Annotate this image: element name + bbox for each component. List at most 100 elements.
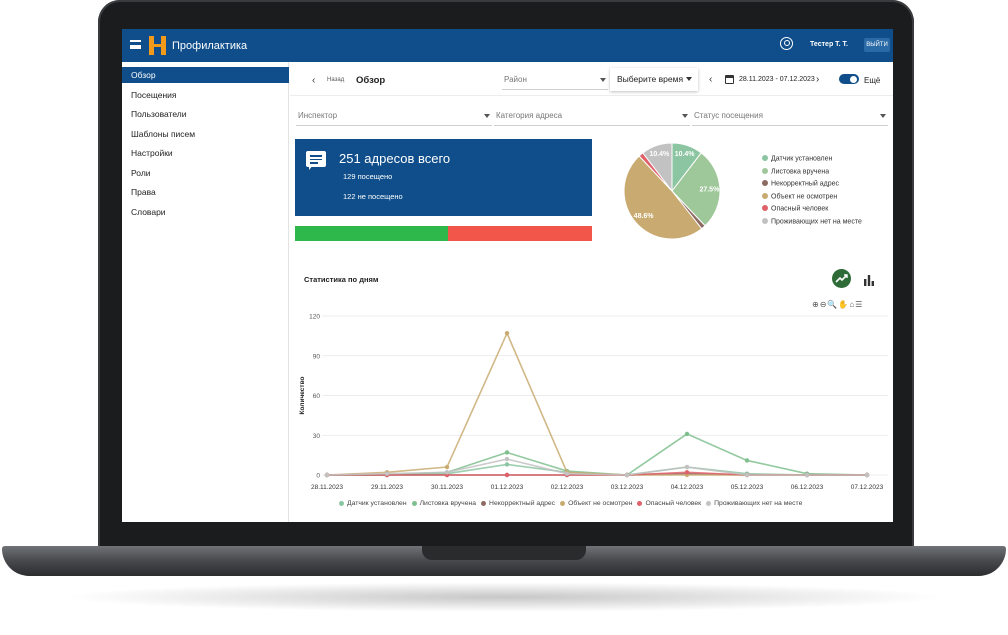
sidebar-item-dictionaries[interactable]: Словари [131, 206, 166, 217]
series-line[interactable] [327, 433, 868, 476]
series-point[interactable] [324, 472, 330, 478]
pie-legend-item[interactable]: Опасный человек [762, 205, 892, 218]
menu-icon[interactable] [130, 40, 141, 49]
x-tick-label: 01.12.2023 [491, 484, 524, 491]
series-line[interactable] [326, 331, 867, 476]
line-legend-label: Проживающих нет на месте [714, 500, 803, 507]
legend-dot-icon [560, 500, 566, 506]
stats-title: Статистика по дням [304, 275, 379, 284]
x-tick-label: 05.12.2023 [731, 484, 764, 491]
line-legend-item[interactable]: Опасный человек [632, 500, 701, 507]
pie-slice-label: 10.4% [649, 151, 670, 158]
app-title: Профилактика [172, 40, 248, 52]
series-point[interactable] [444, 464, 450, 470]
sidebar-item-visits[interactable]: Посещения [131, 89, 177, 100]
legend-dot-icon [411, 500, 417, 506]
series-point[interactable] [804, 472, 810, 478]
series-point[interactable] [504, 462, 510, 467]
series-point[interactable] [744, 458, 750, 463]
laptop-notch [422, 546, 586, 560]
sidebar-item-settings[interactable]: Настройки [131, 148, 173, 158]
line-legend-item[interactable]: Некорректный адрес [476, 500, 555, 507]
series-point[interactable] [504, 456, 510, 462]
dropdown-arrow-icon [600, 78, 606, 82]
time-select-label: Выберите время [617, 74, 684, 84]
more-toggle[interactable] [839, 74, 859, 84]
sidebar-item-mail-templates[interactable]: Шаблоны писем [131, 128, 196, 139]
inspector-select[interactable]: Инспектор [296, 106, 492, 126]
pie-legend-label: Некорректный адрес [771, 180, 840, 188]
series-point[interactable] [684, 464, 690, 470]
date-range[interactable]: 28.11.2023 - 07.12.2023 [739, 76, 815, 83]
series-point[interactable] [744, 472, 750, 478]
more-label: Ещё [864, 76, 881, 85]
logout-button[interactable]: ВЫЙТИ [864, 38, 890, 52]
series-point[interactable] [384, 471, 390, 476]
pie-legend-label: Проживающих нет на месте [771, 218, 862, 225]
pie-legend-item[interactable]: Датчик установлен [762, 155, 892, 168]
back-button[interactable]: Назад [327, 77, 345, 83]
pie-slice[interactable] [642, 142, 673, 193]
line-legend-item[interactable]: Проживающих нет на месте [701, 500, 802, 507]
pie-legend-item[interactable]: Проживающих нет на месте [762, 217, 892, 231]
chat-icon [306, 151, 326, 170]
line-legend-item[interactable]: Листовка вручена [407, 500, 476, 507]
pie-slice[interactable] [623, 155, 703, 240]
pie-legend-label: Объект не осмотрен [771, 193, 838, 200]
district-select[interactable]: Район [502, 70, 608, 90]
sidebar: Обзор Посещения Пользователи Шаблоны пис… [122, 62, 289, 522]
chart-toolbar[interactable]: ⊕⊖🔍✋⌂☰ [812, 300, 864, 309]
sidebar-item-permissions[interactable]: Права [131, 187, 156, 197]
legend-dot-icon [762, 167, 768, 174]
visit-status-select[interactable]: Статус посещения [692, 106, 888, 126]
series-line[interactable] [326, 458, 867, 476]
legend-dot-icon [762, 205, 768, 211]
series-point[interactable] [444, 470, 450, 475]
app-logo-icon [149, 36, 166, 55]
visit-status-select-label: Статус посещения [694, 111, 763, 120]
inspector-select-label: Инспектор [298, 111, 338, 120]
x-tick-label: 28.11.2023 [311, 484, 343, 491]
chevron-left-icon[interactable]: ‹ [312, 75, 316, 86]
x-tick-label: 30.11.2023 [431, 484, 463, 491]
sidebar-item-overview[interactable]: Обзор [122, 67, 289, 83]
app-screen: Профилактика Тестер Т. Т. ВЫЙТИ Обзор По… [122, 29, 893, 522]
legend-dot-icon [762, 180, 768, 186]
line-legend-label: Опасный человек [645, 500, 702, 507]
time-select[interactable]: Выберите время [610, 68, 698, 91]
visited-count: 129 посещено [343, 172, 393, 181]
series-point[interactable] [504, 331, 510, 336]
pie-legend-item[interactable]: Некорректный адрес [762, 180, 892, 193]
series-point[interactable] [864, 472, 870, 478]
visit-progress-fill [295, 226, 448, 241]
series-point[interactable] [684, 431, 690, 437]
dropdown-arrow-icon [484, 114, 490, 118]
series-point[interactable] [504, 450, 510, 455]
pie-legend-label: Опасный человек [771, 205, 829, 213]
sidebar-item-roles[interactable]: Роли [131, 167, 151, 178]
pie-slice[interactable] [671, 152, 721, 227]
x-tick-label: 03.12.2023 [611, 484, 644, 491]
line-legend-label: Объект не осмотрен [568, 500, 633, 507]
pie-legend-label: Датчик установлен [771, 155, 833, 163]
sidebar-item-users[interactable]: Пользователи [131, 109, 187, 119]
pie-legend-item[interactable]: Листовка вручена [762, 167, 892, 181]
line-legend-item[interactable]: Объект не осмотрен [555, 500, 632, 507]
series-point[interactable] [564, 471, 570, 476]
x-tick-label: 06.12.2023 [791, 484, 824, 491]
bar-chart-button[interactable] [863, 273, 875, 286]
address-category-select[interactable]: Категория адреса [494, 106, 690, 126]
chevron-right-icon[interactable]: › [816, 74, 820, 85]
calendar-icon[interactable] [725, 75, 734, 84]
series-point[interactable] [624, 472, 630, 478]
line-legend-item[interactable]: Датчик установлен [334, 500, 407, 507]
chevron-left-icon[interactable]: ‹ [709, 74, 713, 85]
line-chart-button[interactable] [832, 269, 851, 288]
x-tick-label: 07.12.2023 [851, 484, 884, 491]
pie-legend-item[interactable]: Объект не осмотрен [762, 192, 892, 206]
series-point[interactable] [684, 470, 690, 475]
account-circle-icon[interactable] [780, 37, 793, 50]
series-point[interactable] [504, 472, 510, 478]
pie-slice-label: 27.5% [699, 187, 720, 194]
y-tick-label: 120 [309, 314, 320, 321]
